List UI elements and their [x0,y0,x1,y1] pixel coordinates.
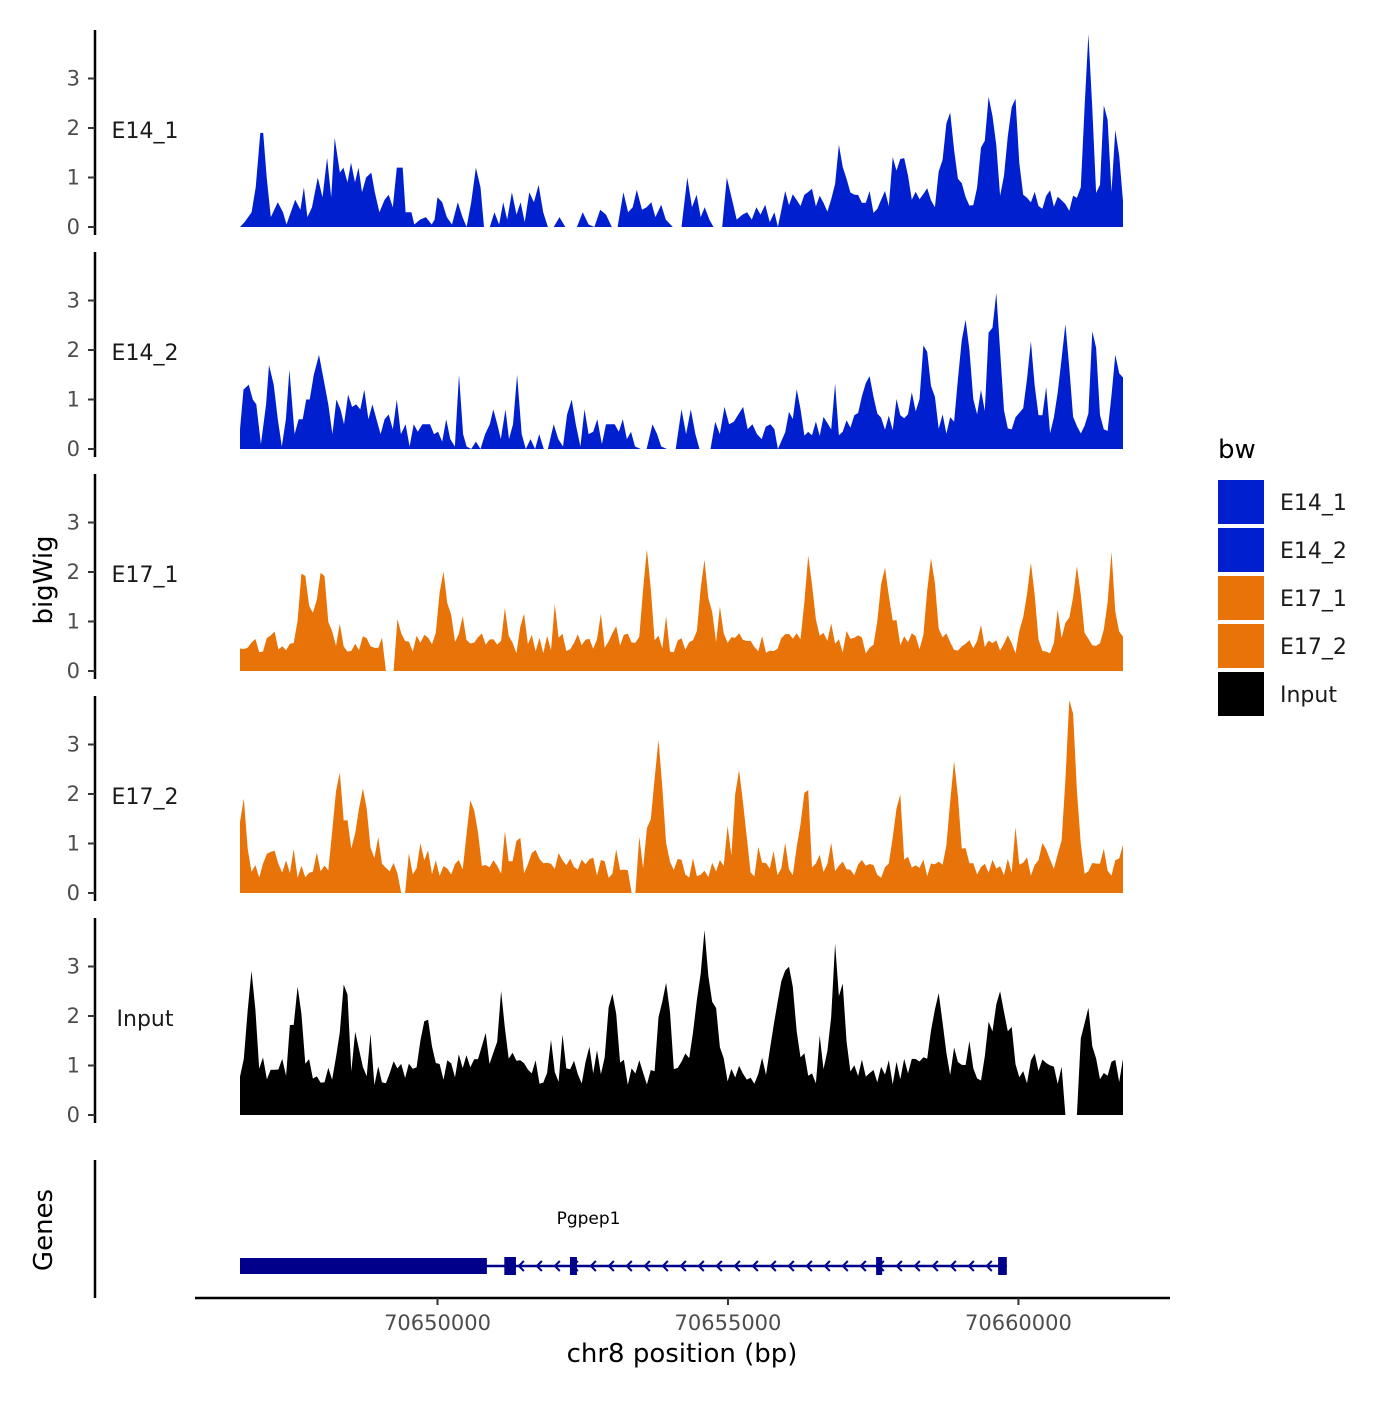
strand-arrow [913,1260,921,1272]
y-tick-label: 2 [67,116,80,140]
strand-arrow [769,1260,777,1272]
legend-item: Input [1218,672,1337,716]
legend-swatch [1218,480,1264,524]
coverage-area-e14-1 [240,34,1123,227]
strand-arrow [931,1260,939,1272]
strand-arrow [679,1260,687,1272]
coverage-area-e17-2 [240,700,1123,893]
legend-label: Input [1280,683,1337,708]
y-tick-label: 1 [67,610,80,634]
strand-arrow [697,1260,705,1272]
y-tick-label: 3 [67,955,80,979]
legend-swatch [1218,672,1264,716]
x-tick-label: 70650000 [384,1311,491,1335]
legend-swatch [1218,624,1264,668]
strand-arrow [517,1260,525,1272]
genes-panel-title: Genes [29,1189,59,1271]
strand-arrow [643,1260,651,1272]
x-axis: 70650000 70655000 70660000 chr8 position (… [195,1296,1170,1369]
legend-item: E14_1 [1218,480,1347,524]
legend-item: E17_1 [1218,576,1347,620]
x-ticks: 70650000 70655000 70660000 [384,1298,1072,1335]
panel-e17-2: 0 1 2 3 E17_2 [67,696,1123,905]
legend: bw E14_1 E14_2 E17_1 E17_2 Input [1218,435,1347,716]
track-label: E17_1 [112,563,179,588]
y-tick-label: 0 [67,215,80,239]
strand-arrow [589,1260,597,1272]
y-tick-label: 1 [67,388,80,412]
strand-arrow [949,1260,957,1272]
gene-exon [876,1257,883,1275]
strand-arrow [787,1260,795,1272]
x-tick-label: 70660000 [965,1311,1072,1335]
strand-arrow [859,1260,867,1272]
legend-item: E17_2 [1218,624,1347,668]
gene-exon [998,1257,1007,1275]
strand-arrow [823,1260,831,1272]
y-tick-label: 1 [67,832,80,856]
gene-name-label: Pgpep1 [557,1209,621,1229]
y-tick-label: 1 [67,1054,80,1078]
y-tick-label: 0 [67,659,80,683]
y-tick-label: 2 [67,560,80,584]
gene-panel: Pgpep1 [93,1160,1007,1298]
y-tick-label: 2 [67,1004,80,1028]
y-tick-label: 0 [67,881,80,905]
y-tick-label: 2 [67,782,80,806]
y-tick-label: 0 [67,1103,80,1127]
x-tick-label: 70655000 [675,1311,782,1335]
y-tick-label: 3 [67,511,80,535]
panel-e14-2: 0 1 2 3 E14_2 [67,252,1123,461]
strand-arrow [625,1260,633,1272]
legend-item: E14_2 [1218,528,1347,572]
strand-arrow [841,1260,849,1272]
legend-label: E17_2 [1280,635,1347,660]
y-tick-label: 1 [67,166,80,190]
strand-arrow [535,1260,543,1272]
coverage-area-e14-2 [240,292,1123,449]
panel-e17-1: 0 1 2 3 E17_1 [67,474,1123,683]
y-tick-label: 0 [67,437,80,461]
strand-arrow [553,1260,561,1272]
strand-arrow [661,1260,669,1272]
strand-arrow [733,1260,741,1272]
y-tick-label: 2 [67,338,80,362]
strand-arrow [607,1260,615,1272]
strand-arrow [751,1260,759,1272]
coverage-area-input [240,930,1123,1115]
gene-exon [240,1258,487,1274]
strand-arrow [967,1260,975,1272]
track-label: Input [117,1007,174,1032]
panel-e14-1: 0 1 2 3 E14_1 [67,30,1123,239]
panel-input: 0 1 2 3 Input [67,918,1123,1127]
gene-model [240,1257,1007,1275]
legend-label: E14_2 [1280,539,1347,564]
strand-arrow [895,1260,903,1272]
track-label: E14_1 [112,119,179,144]
strand-arrow [805,1260,813,1272]
coverage-area-e17-1 [240,549,1123,671]
y-tick-label: 3 [67,67,80,91]
y-tick-label: 3 [67,289,80,313]
legend-label: E17_1 [1280,587,1347,612]
track-label: E14_2 [112,341,179,366]
gene-exon [569,1257,577,1275]
track-label: E17_2 [112,785,179,810]
coverage-panels: 0 1 2 3 E14_1 0 1 2 3 E14_2 0 1 2 3 E17_1 0 1 2 3 E17_2 0 1 2 3… [67,30,1123,1127]
y-axis-title: bigWig [29,535,59,624]
strand-arrow [715,1260,723,1272]
legend-title: bw [1218,435,1256,465]
legend-label: E14_1 [1280,491,1347,516]
gene-exon [504,1257,516,1275]
x-axis-title: chr8 position (bp) [567,1339,798,1369]
legend-items: E14_1 E14_2 E17_1 E17_2 Input [1218,480,1347,716]
y-tick-label: 3 [67,733,80,757]
strand-arrow [985,1260,993,1272]
legend-swatch [1218,528,1264,572]
legend-swatch [1218,576,1264,620]
